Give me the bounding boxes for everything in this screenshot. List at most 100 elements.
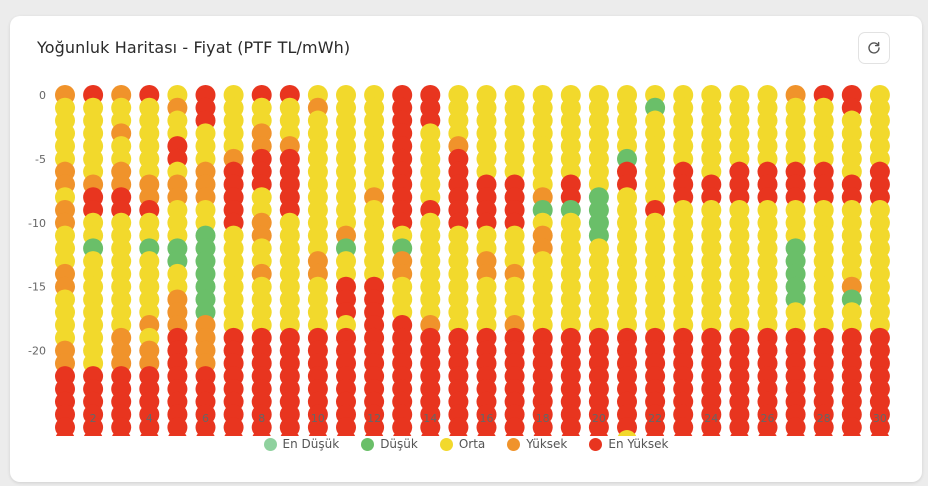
x-tick-label: 28: [817, 412, 831, 425]
heatmap-cell[interactable]: [139, 417, 160, 436]
heatmap-cell[interactable]: [842, 430, 862, 436]
heatmap-cell[interactable]: [224, 430, 244, 436]
heatmap-cell[interactable]: [589, 430, 609, 436]
heatmap-cell[interactable]: [364, 430, 384, 436]
x-tick-label: 14: [423, 412, 437, 425]
y-tick-label: -10: [28, 217, 46, 230]
heatmap-cell[interactable]: [645, 430, 665, 436]
legend-item[interactable]: En Düşük: [263, 437, 340, 451]
heatmap-cell[interactable]: [111, 417, 132, 436]
heatmap-cell[interactable]: [617, 430, 637, 436]
legend-item[interactable]: En Yüksek: [589, 437, 668, 451]
heatmap-cell[interactable]: [279, 417, 300, 436]
heatmap-cell[interactable]: [785, 417, 806, 436]
heatmap-chart: 0-5-10-15-202 4 6 8 10 12 14 16 18 20 22 24 26 28 30: [28, 85, 890, 436]
legend-item[interactable]: Yüksek: [507, 437, 567, 451]
heatmap-cell[interactable]: [729, 430, 749, 436]
x-tick-label: 24: [704, 412, 718, 425]
x-tick-label: 20: [592, 412, 606, 425]
heatmap-cell[interactable]: [701, 417, 722, 436]
heatmap-cell[interactable]: [55, 417, 75, 436]
heatmap-cell[interactable]: [505, 430, 525, 436]
heatmap-cell[interactable]: [364, 417, 385, 436]
heatmap-cell[interactable]: [560, 417, 581, 436]
legend-dot: [263, 437, 277, 451]
x-tick-label: 22: [648, 412, 662, 425]
refresh-button[interactable]: [858, 32, 890, 64]
x-tick-label: 30: [873, 412, 887, 425]
legend-dot: [589, 437, 603, 451]
chart-card: Yoğunluk Haritası - Fiyat (PTF TL/mWh) 0…: [10, 16, 922, 482]
refresh-icon: [868, 41, 880, 54]
heatmap-cell[interactable]: [83, 430, 103, 436]
heatmap-cell[interactable]: [420, 430, 440, 436]
chart-legend: En Düşük Düşük Orta Yüksek En Yüksek: [10, 437, 922, 451]
heatmap-cell[interactable]: [870, 430, 890, 436]
legend-item[interactable]: Düşük: [361, 437, 418, 451]
heatmap-cell[interactable]: [532, 417, 553, 436]
heatmap-cell[interactable]: [729, 417, 750, 436]
chart-title: Yoğunluk Haritası - Fiyat (PTF TL/mWh): [37, 38, 351, 57]
heatmap-cell[interactable]: [476, 417, 497, 436]
heatmap-cell[interactable]: [195, 417, 216, 436]
heatmap-cell[interactable]: [307, 417, 328, 436]
heatmap-cell[interactable]: [55, 430, 75, 436]
heatmap-cell[interactable]: [786, 430, 806, 436]
heatmap-cell[interactable]: [448, 430, 468, 436]
heatmap-cell[interactable]: [251, 417, 272, 436]
heatmap-cell[interactable]: [111, 430, 131, 436]
x-tick-label: 6: [202, 412, 209, 425]
x-tick-label: 12: [367, 412, 381, 425]
x-tick-label: 16: [480, 412, 494, 425]
heatmap-cell[interactable]: [336, 417, 356, 436]
legend-dot: [439, 437, 453, 451]
legend-label: Yüksek: [526, 437, 568, 451]
heatmap-cell[interactable]: [673, 417, 694, 436]
heatmap-cell[interactable]: [813, 417, 834, 436]
heatmap-cell[interactable]: [701, 430, 721, 436]
heatmap-cell[interactable]: [392, 417, 413, 436]
legend-dot: [361, 437, 375, 451]
heatmap-cell[interactable]: [448, 417, 469, 436]
heatmap-cell[interactable]: [673, 430, 693, 436]
heatmap-cell[interactable]: [561, 430, 581, 436]
heatmap-cell[interactable]: [477, 430, 497, 436]
heatmap-cell[interactable]: [392, 430, 412, 436]
heatmap-cell[interactable]: [252, 430, 272, 436]
y-tick-label: 0: [39, 89, 46, 102]
heatmap-cell[interactable]: [83, 417, 104, 436]
heatmap-cell[interactable]: [504, 417, 525, 436]
x-tick-label: 18: [536, 412, 550, 425]
x-tick-label: 8: [258, 412, 265, 425]
legend-label: Düşük: [380, 437, 418, 451]
heatmap-cell[interactable]: [167, 417, 188, 436]
x-tick-label: 10: [311, 412, 325, 425]
legend-item[interactable]: Orta: [439, 437, 486, 451]
heatmap-cell[interactable]: [814, 430, 834, 436]
heatmap-cell[interactable]: [645, 417, 666, 436]
heatmap-cell[interactable]: [196, 430, 216, 436]
y-tick-label: -5: [35, 153, 46, 166]
heatmap-cell[interactable]: [308, 430, 328, 436]
heatmap-cell[interactable]: [533, 430, 553, 436]
heatmap-cell[interactable]: [280, 430, 300, 436]
x-tick-label: 4: [146, 412, 153, 425]
y-tick-label: -20: [28, 345, 46, 358]
heatmap-cell[interactable]: [420, 417, 441, 436]
heatmap-cell[interactable]: [617, 417, 637, 436]
legend-label: En Düşük: [282, 437, 340, 451]
heatmap-cell[interactable]: [757, 417, 778, 436]
legend-label: En Yüksek: [608, 437, 669, 451]
y-tick-label: -15: [28, 281, 46, 294]
heatmap-cell[interactable]: [841, 417, 862, 436]
heatmap-cell[interactable]: [223, 417, 244, 436]
legend-label: Orta: [458, 437, 486, 451]
heatmap-cell[interactable]: [336, 430, 356, 436]
heatmap-cell[interactable]: [758, 430, 778, 436]
heatmap-cell[interactable]: [869, 417, 890, 436]
x-tick-label: 2: [90, 412, 97, 425]
heatmap-cell[interactable]: [139, 430, 159, 436]
heatmap-cell[interactable]: [588, 417, 609, 436]
x-tick-label: 26: [761, 412, 775, 425]
heatmap-cell[interactable]: [167, 430, 187, 436]
